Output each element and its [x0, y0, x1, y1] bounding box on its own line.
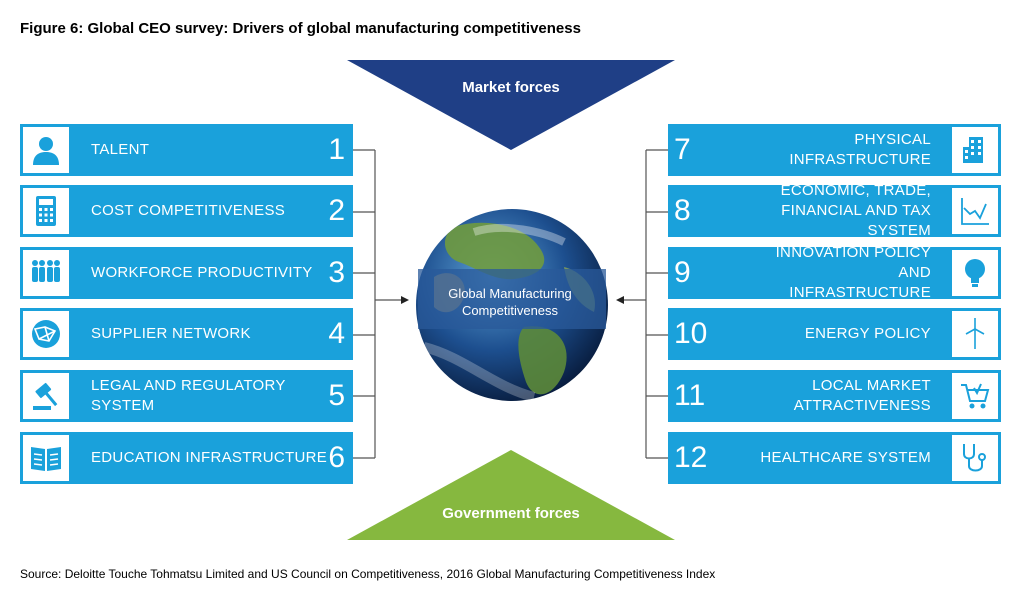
- center-label: Global Manufacturing Competitiveness: [448, 286, 572, 318]
- building-icon: [952, 127, 998, 173]
- gavel-icon: [23, 373, 69, 419]
- driver-card-legal-regulatory: LEGAL AND REGULATORY SYSTEM 5: [20, 370, 353, 422]
- driver-card-healthcare-system: 12 HEALTHCARE SYSTEM: [668, 432, 1001, 484]
- driver-label: TALENT: [91, 141, 150, 158]
- driver-label: WORKFORCE PRODUCTIVITY: [91, 264, 313, 281]
- driver-card-physical-infrastructure: 7 PHYSICAL INFRASTRUCTURE: [668, 124, 1001, 176]
- driver-number: 5: [328, 379, 345, 412]
- driver-label: COST COMPETITIVENESS: [91, 202, 286, 219]
- market-forces-triangle: [347, 60, 675, 150]
- driver-label: HEALTHCARE SYSTEM: [760, 449, 931, 466]
- person-icon: [23, 127, 69, 173]
- book-icon: [23, 435, 69, 481]
- calculator-icon: [23, 188, 69, 234]
- driver-card-cost-competitiveness: COST COMPETITIVENESS 2: [20, 185, 353, 237]
- globe-image: [416, 209, 608, 401]
- driver-number: 8: [674, 194, 691, 227]
- driver-label: ENERGY POLICY: [804, 325, 931, 342]
- driver-number: 10: [674, 317, 708, 350]
- driver-label: LEGAL AND REGULATORY SYSTEM: [91, 377, 286, 414]
- government-forces-triangle: [347, 450, 675, 540]
- network-globe-icon: [23, 311, 69, 357]
- driver-card-energy-policy: 10 ENERGY POLICY: [668, 308, 1001, 360]
- driver-label: ECONOMIC, TRADE, FINANCIAL AND TAX SYSTE…: [780, 182, 931, 239]
- people-icon: [23, 250, 69, 296]
- driver-card-economic-trade-financial-tax: 8 ECONOMIC, TRADE, FINANCIAL AND TAX SYS…: [668, 182, 1001, 239]
- driver-label: PHYSICAL INFRASTRUCTURE: [789, 131, 932, 168]
- driver-number: 6: [328, 441, 345, 474]
- lightbulb-icon: [952, 250, 998, 296]
- driver-label: INNOVATION POLICY AND INFRASTRUCTURE: [775, 244, 931, 301]
- driver-label: LOCAL MARKET ATTRACTIVENESS: [793, 377, 931, 414]
- driver-number: 9: [674, 256, 691, 289]
- driver-label: EDUCATION INFRASTRUCTURE: [91, 449, 328, 466]
- driver-number: 11: [674, 379, 706, 412]
- left-connector-bracket: [353, 149, 409, 459]
- driver-number: 12: [674, 441, 708, 474]
- driver-card-supplier-network: SUPPLIER NETWORK 4: [20, 308, 353, 360]
- government-forces-label: Government forces: [442, 505, 580, 522]
- driver-card-workforce-productivity: WORKFORCE PRODUCTIVITY 3: [20, 247, 353, 299]
- market-forces-label: Market forces: [462, 79, 560, 96]
- driver-card-talent: TALENT 1: [20, 124, 353, 176]
- shopping-cart-icon: [952, 373, 998, 419]
- driver-number: 1: [328, 133, 345, 166]
- driver-number: 7: [674, 133, 691, 166]
- driver-number: 3: [328, 256, 345, 289]
- driver-number: 4: [328, 317, 345, 350]
- driver-card-education-infrastructure: EDUCATION INFRASTRUCTURE 6: [20, 432, 353, 484]
- stethoscope-icon: [952, 435, 998, 481]
- wind-turbine-icon: [952, 311, 998, 357]
- driver-number: 2: [328, 194, 345, 227]
- figure-title: Figure 6: Global CEO survey: Drivers of …: [20, 20, 581, 37]
- trend-chart-icon: [952, 188, 998, 234]
- driver-label: SUPPLIER NETWORK: [91, 325, 251, 342]
- source-note: Source: Deloitte Touche Tohmatsu Limited…: [20, 567, 716, 581]
- driver-card-local-market: 11 LOCAL MARKET ATTRACTIVENESS: [668, 370, 1001, 422]
- driver-card-innovation-policy: 9 INNOVATION POLICY AND INFRASTRUCTURE: [668, 244, 1001, 301]
- right-connector-bracket: [616, 149, 668, 459]
